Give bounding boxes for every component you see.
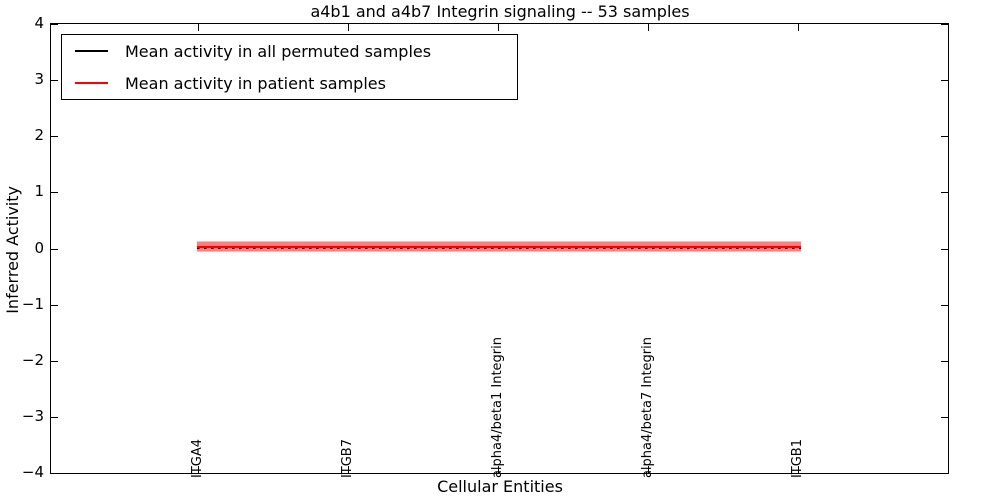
y-tick-right — [941, 136, 948, 138]
x-tick-top — [348, 24, 349, 31]
legend-item-permuted: Mean activity in all permuted samples — [62, 42, 517, 61]
x-tick-bottom — [648, 466, 649, 473]
legend-item-patient: Mean activity in patient samples — [62, 74, 517, 93]
patient-mean-line — [197, 245, 801, 248]
y-tick-left — [51, 304, 58, 306]
x-tick-bottom — [198, 466, 199, 473]
y-tick-right — [941, 416, 948, 418]
y-tick-left — [51, 192, 58, 194]
legend: Mean activity in all permuted samples Me… — [61, 34, 518, 100]
x-tick-top — [498, 24, 499, 31]
x-tick-top — [198, 24, 199, 31]
y-tick-label: −2 — [21, 350, 44, 369]
y-tick-label: 0 — [34, 238, 44, 257]
y-tick-label: −3 — [21, 406, 44, 425]
y-tick-right — [941, 473, 948, 474]
x-tick-label: alpha4/beta1 Integrin — [490, 336, 505, 478]
y-tick-right — [941, 80, 948, 82]
legend-swatch-patient — [75, 82, 108, 84]
y-tick-label: 2 — [34, 126, 44, 145]
plot-area: Mean activity in all permuted samples Me… — [50, 23, 949, 478]
permuted-mean-line — [197, 246, 801, 249]
x-tick-bottom — [798, 466, 799, 473]
y-tick-label: 3 — [34, 70, 44, 89]
y-tick-right — [941, 304, 948, 306]
legend-swatch-permuted — [75, 50, 108, 52]
y-tick-left — [51, 136, 58, 138]
y-tick-right — [941, 24, 948, 25]
x-tick-label: alpha4/beta7 Integrin — [640, 336, 655, 478]
y-tick-left — [51, 360, 58, 362]
y-tick-label: 1 — [34, 182, 44, 201]
y-tick-left — [51, 416, 58, 418]
chart-title: a4b1 and a4b7 Integrin signaling -- 53 s… — [310, 2, 690, 21]
y-tick-left — [51, 24, 58, 25]
y-tick-left — [51, 248, 58, 250]
legend-label-patient: Mean activity in patient samples — [125, 73, 386, 93]
x-tick-top — [798, 24, 799, 31]
y-tick-right — [941, 248, 948, 250]
x-tick-label: ITGB7 — [340, 438, 355, 478]
y-tick-left — [51, 473, 58, 474]
x-axis-label: Cellular Entities — [437, 477, 563, 496]
y-tick-left — [51, 80, 58, 82]
y-tick-right — [941, 360, 948, 362]
x-tick-bottom — [348, 466, 349, 473]
y-tick-label: −1 — [21, 294, 44, 313]
x-tick-label: ITGB1 — [790, 438, 805, 478]
x-tick-top — [648, 24, 649, 31]
x-tick-label: ITGA4 — [190, 438, 205, 478]
x-tick-bottom — [498, 466, 499, 473]
y-tick-label: 4 — [34, 14, 44, 32]
y-tick-right — [941, 192, 948, 194]
legend-label-permuted: Mean activity in all permuted samples — [125, 41, 432, 61]
y-tick-label: −4 — [21, 463, 44, 481]
